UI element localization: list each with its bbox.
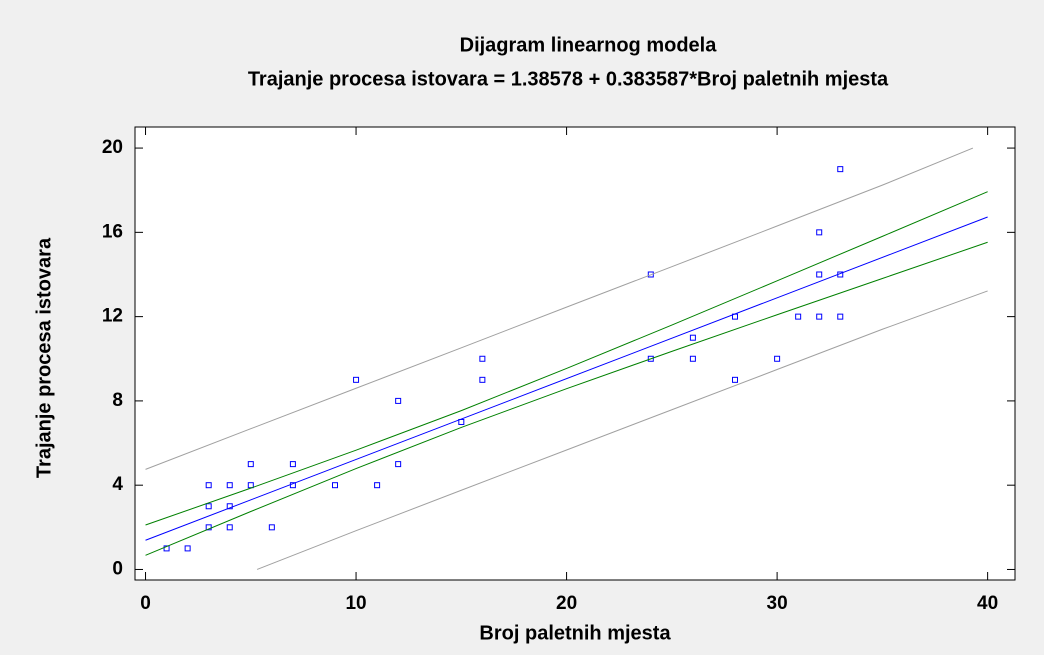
- fit-line: [145, 191, 988, 526]
- data-point: [395, 461, 402, 468]
- data-point: [226, 524, 233, 531]
- y-tick-label: 4: [112, 474, 123, 495]
- data-point: [289, 461, 296, 468]
- data-point: [268, 524, 275, 531]
- data-point: [479, 376, 486, 383]
- data-point: [816, 313, 823, 320]
- data-point: [816, 229, 823, 236]
- data-point: [795, 313, 802, 320]
- data-point: [774, 355, 781, 362]
- data-point: [205, 524, 212, 531]
- x-tick-label: 0: [140, 593, 151, 614]
- fit-line: [145, 216, 988, 541]
- y-tick-label: 8: [112, 390, 123, 411]
- x-tick-label: 40: [977, 593, 998, 614]
- data-point: [163, 545, 170, 552]
- fit-line: [145, 241, 988, 556]
- data-point: [647, 271, 654, 278]
- data-point: [732, 376, 738, 383]
- data-point: [247, 461, 254, 468]
- data-point: [289, 482, 296, 489]
- data-point: [226, 503, 233, 510]
- data-point: [647, 355, 654, 362]
- data-point: [837, 313, 844, 320]
- data-point: [205, 482, 212, 489]
- data-point: [184, 545, 191, 552]
- data-point: [837, 166, 844, 173]
- y-tick-label: 16: [102, 221, 123, 242]
- data-point: [374, 482, 381, 489]
- data-point: [689, 355, 696, 362]
- y-axis-label: Trajanje procesa istovara: [33, 237, 55, 478]
- y-tick-label: 0: [112, 558, 123, 579]
- fit-line: [256, 290, 988, 570]
- chart-title: Dijagram linearnog modela: [460, 34, 718, 56]
- x-axis-label: Broj paletnih mjesta: [479, 622, 671, 644]
- data-point: [226, 482, 233, 489]
- x-tick-label: 10: [345, 593, 366, 614]
- y-tick-label: 20: [102, 137, 123, 158]
- plot-area: [134, 126, 1016, 581]
- y-tick-label: 12: [102, 306, 123, 327]
- data-point: [395, 397, 402, 404]
- data-point: [479, 355, 486, 362]
- chart-subtitle: Trajanje procesa istovara = 1.38578 + 0.…: [248, 68, 889, 90]
- data-point: [332, 482, 338, 489]
- fit-line: [145, 147, 974, 470]
- data-point: [353, 376, 360, 383]
- data-point: [689, 334, 696, 341]
- data-point: [816, 271, 823, 278]
- x-tick-label: 30: [767, 593, 788, 614]
- x-tick-label: 20: [556, 593, 577, 614]
- data-point: [205, 503, 212, 510]
